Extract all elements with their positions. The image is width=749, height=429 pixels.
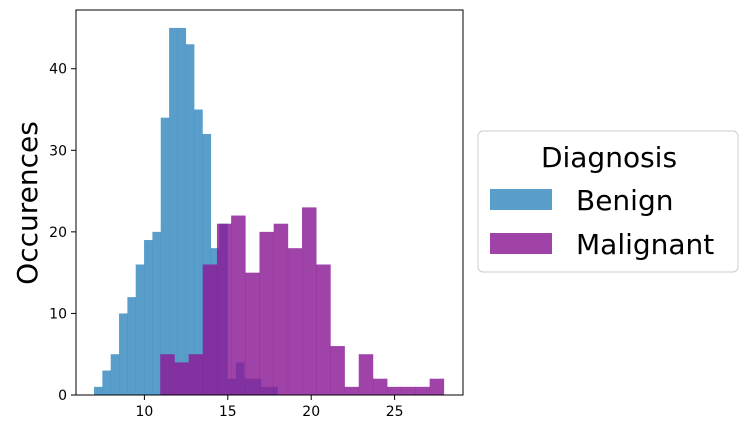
benign-bar-7 [152, 231, 162, 395]
malignant-bar-12 [330, 346, 345, 395]
malignant-bar-19 [429, 378, 445, 395]
benign-bar-8 [160, 117, 170, 396]
y-axis-label: Occurences [11, 121, 44, 285]
malignant-bar-15 [372, 378, 388, 395]
x-axis-ticks: 10 15 20 25 [135, 395, 404, 420]
malignant-bar-4 [216, 223, 232, 395]
benign-bar-1 [102, 370, 111, 395]
malignant-bar-9 [287, 248, 303, 395]
y-tick-label-20: 20 [49, 225, 67, 241]
benign-bar-6 [144, 240, 153, 395]
benign-bar-5 [135, 264, 145, 395]
benign-bar-4 [127, 297, 137, 395]
malignant-bar-0 [160, 354, 175, 395]
benign-bar-3 [119, 313, 128, 395]
y-tick-label-0: 0 [58, 388, 67, 404]
malignant-bar-14 [358, 354, 374, 395]
malignant-bar-18 [415, 386, 430, 395]
malignant-bar-13 [344, 386, 360, 395]
plot-frame [75, 9, 464, 396]
legend: Diagnosis Benign Malignant [477, 130, 739, 273]
malignant-bar-1 [174, 362, 189, 395]
benign-bar-10 [177, 27, 187, 395]
malignant-bar-7 [259, 231, 274, 395]
y-tick-label-30: 30 [49, 143, 67, 159]
benign-bar-0 [94, 386, 103, 395]
legend-title: Diagnosis [541, 141, 677, 174]
benign-bar-9 [169, 27, 178, 395]
malignant-bar-17 [401, 386, 416, 395]
x-tick-label-15: 15 [219, 404, 237, 420]
malignant-bar-2 [188, 354, 204, 395]
x-tick-label-20: 20 [302, 404, 320, 420]
malignant-bars [160, 207, 445, 395]
y-axis-ticks: 0 10 20 30 40 [49, 62, 76, 404]
malignant-bar-16 [387, 386, 402, 395]
y-tick-label-10: 10 [49, 306, 67, 322]
malignant-bar-11 [316, 264, 331, 395]
x-tick-label-25: 25 [386, 404, 404, 420]
malignant-bar-10 [302, 207, 317, 395]
malignant-bar-5 [231, 215, 246, 395]
legend-swatch-malignant [490, 233, 552, 254]
x-tick-label-10: 10 [135, 404, 153, 420]
y-tick-label-40: 40 [49, 62, 67, 78]
benign-bar-2 [110, 354, 120, 395]
malignant-bar-3 [202, 264, 218, 395]
legend-label-benign: Benign [576, 184, 673, 217]
benign-bar-12 [194, 109, 203, 395]
legend-swatch-benign [490, 189, 552, 210]
benign-bar-11 [185, 44, 195, 395]
malignant-bar-8 [273, 223, 289, 395]
malignant-bar-6 [245, 272, 260, 395]
legend-label-malignant: Malignant [576, 228, 714, 261]
